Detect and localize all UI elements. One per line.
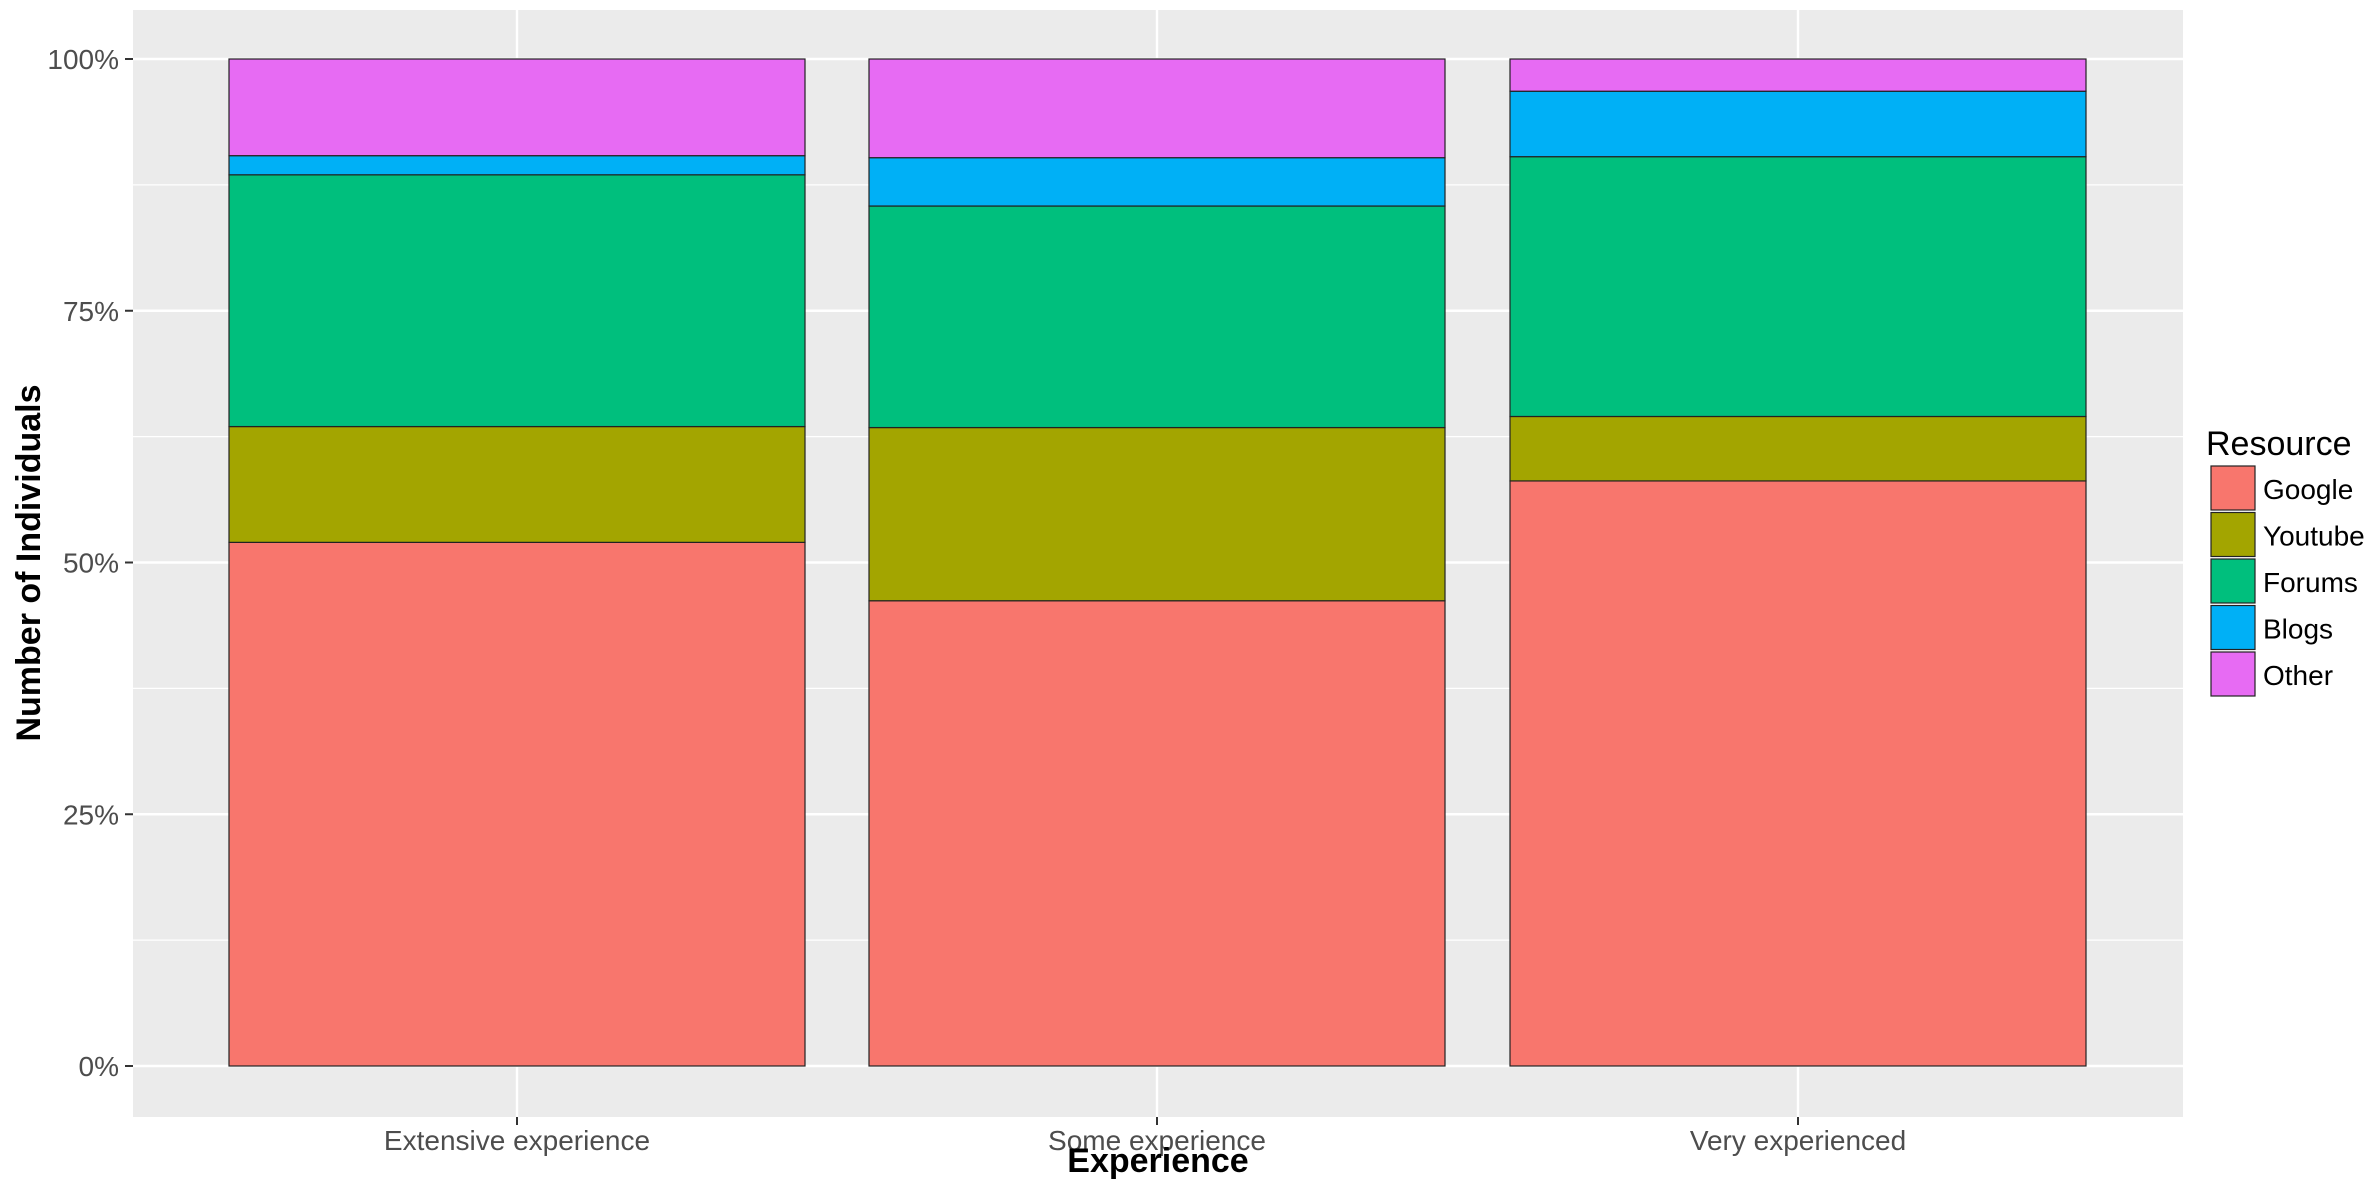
bar-segment-other [868,58,1446,159]
bar-segment-other [228,58,806,157]
legend-label-google: Google [2263,474,2353,505]
legend-key-blogs [2210,604,2256,651]
legend-label-forums: Forums [2263,567,2358,598]
legend-label-youtube: Youtube [2263,521,2365,552]
y-axis-title: Number of Individuals [10,384,48,741]
bar-segment-blogs [868,157,1446,207]
x-tick-label: Very experienced [1690,1125,1906,1156]
legend-title: Resource [2206,425,2352,463]
y-tick-label: 0% [79,1051,119,1082]
y-tick-label: 75% [63,296,119,327]
y-tick-label: 25% [63,799,119,830]
bar-segment-other [1509,58,2087,92]
y-axis-ticks: 0% 25% 50% 75% 100% [47,44,133,1082]
bar-segment-google [228,541,806,1067]
legend-label-other: Other [2263,660,2333,691]
bar-segment-forums [228,174,806,428]
x-axis-ticks: Extensive experience Some experience Very … [384,1117,1906,1156]
legend-key-youtube [2210,511,2256,558]
bar-segment-google [868,600,1446,1067]
bar-segment-forums [1509,156,2087,418]
bar-segment-youtube [868,426,1446,602]
x-axis-title: Experience [1067,1142,1248,1180]
legend-key-other [2210,651,2256,697]
legend-label-blogs: Blogs [2263,614,2333,645]
legend-key-forums [2210,558,2256,604]
x-tick-label: Extensive experience [384,1125,650,1156]
bar-segment-youtube [228,425,806,543]
legend-key-google [2210,465,2256,511]
legend: Resource Google Youtube Forums Blogs Other [2206,425,2365,697]
bar-segment-forums [868,205,1446,429]
y-tick-label: 50% [63,548,119,579]
bar-segment-blogs [228,155,806,176]
bar-segment-blogs [1509,90,2087,158]
bars [228,58,2087,1067]
y-tick-label: 100% [47,44,119,75]
x-tick-label: Some experience [1048,1125,1266,1156]
bar-segment-google [1509,480,2087,1067]
bar-segment-youtube [1509,415,2087,482]
